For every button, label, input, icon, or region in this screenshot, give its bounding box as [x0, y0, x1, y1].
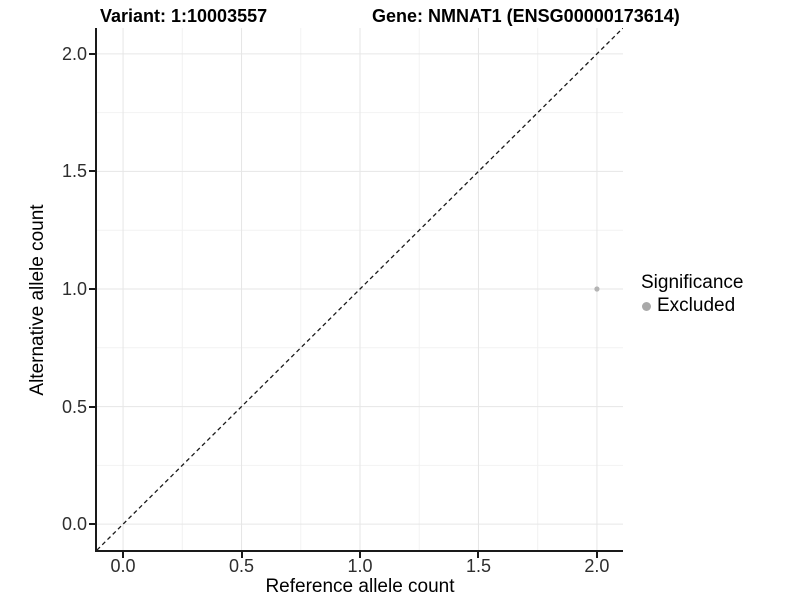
plot-canvas — [97, 28, 623, 550]
y-axis-tick-label: 1.0 — [61, 279, 87, 299]
y-axis-tick — [89, 170, 95, 173]
y-axis-tick — [89, 288, 95, 290]
x-axis-tick — [595, 552, 598, 558]
x-axis-tick — [477, 552, 480, 558]
x-axis-tick-label: 0.5 — [229, 556, 255, 576]
plot-title-gene: Gene: NMNAT1 (ENSG00000173614) — [372, 6, 680, 26]
identity-dashed-line — [97, 28, 623, 550]
plot-title-variant: Variant: 1:10003557 — [100, 6, 268, 26]
x-axis-title: Reference allele count — [265, 576, 455, 597]
x-axis-tick-label: 0.0 — [110, 556, 136, 576]
legend: Significance Excluded — [641, 272, 743, 317]
legend-item-excluded: Excluded — [641, 295, 743, 317]
y-axis-tick — [89, 523, 95, 526]
y-axis-tick — [89, 52, 95, 55]
plot-panel — [95, 28, 623, 552]
x-axis-tick — [122, 552, 125, 558]
x-axis-tick-label: 1.0 — [347, 556, 373, 576]
y-axis-tick — [89, 405, 95, 408]
legend-title: Significance — [641, 272, 744, 293]
legend-point-icon — [642, 301, 651, 311]
x-axis-tick-label: 2.0 — [584, 556, 610, 576]
data-point — [594, 286, 600, 292]
y-axis-tick-label: 2.0 — [61, 43, 87, 64]
legend-item-label: Excluded — [657, 295, 736, 316]
x-axis-tick-label: 1.5 — [465, 556, 491, 576]
x-axis-tick — [359, 552, 361, 558]
y-axis-tick-label: 0.5 — [61, 396, 87, 417]
y-axis-tick-label: 1.5 — [61, 161, 87, 182]
y-axis-tick-label: 0.0 — [61, 514, 87, 535]
y-axis-title: Alternative allele count — [27, 204, 48, 396]
x-axis-tick — [240, 552, 243, 558]
